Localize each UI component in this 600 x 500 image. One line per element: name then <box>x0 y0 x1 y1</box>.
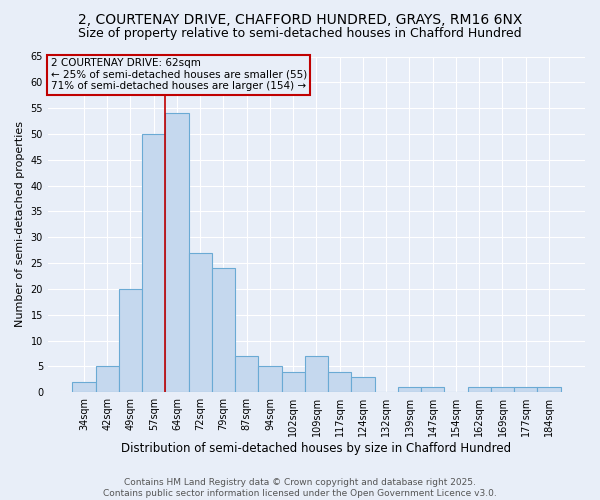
Text: 2 COURTENAY DRIVE: 62sqm
← 25% of semi-detached houses are smaller (55)
71% of s: 2 COURTENAY DRIVE: 62sqm ← 25% of semi-d… <box>50 58 307 92</box>
Bar <box>235 356 259 392</box>
Text: 2, COURTENAY DRIVE, CHAFFORD HUNDRED, GRAYS, RM16 6NX: 2, COURTENAY DRIVE, CHAFFORD HUNDRED, GR… <box>78 12 522 26</box>
Bar <box>538 387 560 392</box>
Y-axis label: Number of semi-detached properties: Number of semi-detached properties <box>15 122 25 328</box>
Bar <box>259 366 281 392</box>
Bar <box>398 387 421 392</box>
Text: Contains HM Land Registry data © Crown copyright and database right 2025.
Contai: Contains HM Land Registry data © Crown c… <box>103 478 497 498</box>
Bar <box>142 134 166 392</box>
Bar <box>73 382 95 392</box>
Bar <box>514 387 538 392</box>
X-axis label: Distribution of semi-detached houses by size in Chafford Hundred: Distribution of semi-detached houses by … <box>121 442 512 455</box>
Bar <box>491 387 514 392</box>
Bar <box>188 253 212 392</box>
Bar <box>421 387 445 392</box>
Bar <box>212 268 235 392</box>
Bar <box>119 289 142 392</box>
Text: Size of property relative to semi-detached houses in Chafford Hundred: Size of property relative to semi-detach… <box>78 28 522 40</box>
Bar <box>95 366 119 392</box>
Bar <box>328 372 352 392</box>
Bar <box>166 114 188 392</box>
Bar <box>467 387 491 392</box>
Bar <box>305 356 328 392</box>
Bar <box>352 376 374 392</box>
Bar <box>281 372 305 392</box>
